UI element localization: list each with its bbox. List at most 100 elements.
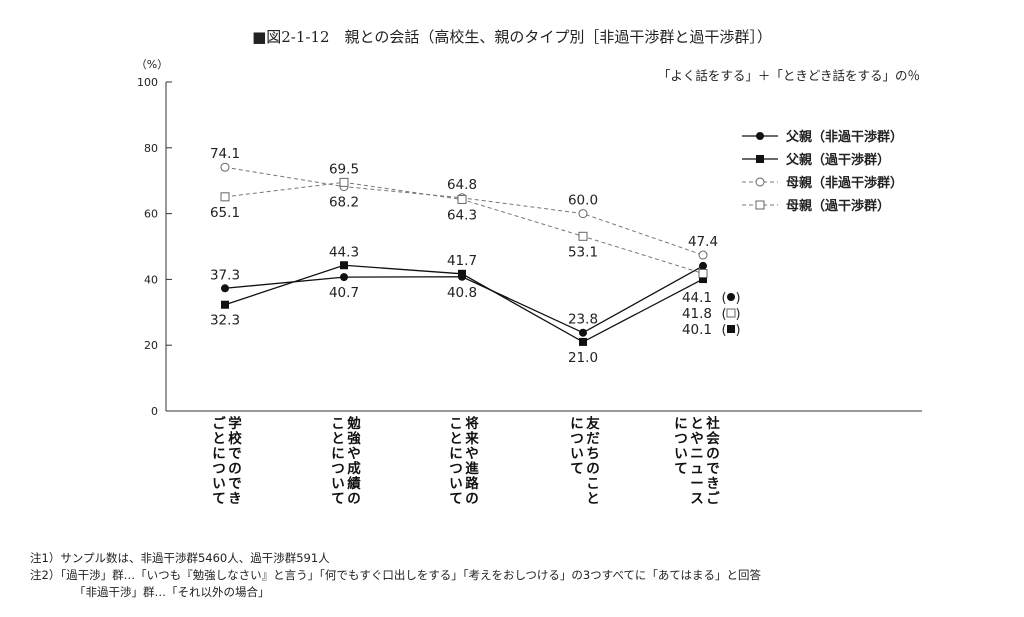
data-point [579, 337, 587, 346]
x-tick-label-char: い [570, 446, 584, 462]
x-tick-label-char: で [228, 446, 242, 462]
footnote-1: 注1）サンプル数は、非過干渉群5460人、過干渉群591人 [30, 551, 330, 565]
x-tick-label-char: 進 [465, 461, 479, 477]
x-tick-label-char: ス [690, 491, 704, 507]
x-tick-label-char: き [706, 476, 720, 492]
y-tick-label: 40 [144, 273, 158, 286]
x-tick-label-char: に [674, 416, 688, 432]
data-point [699, 275, 707, 284]
x-tick-label-char: 友 [586, 415, 600, 432]
data-point [220, 192, 230, 202]
line-chart: 020406080100（%）「よく話をする」＋「ときどき話をする」の％学校での… [136, 58, 922, 507]
x-tick-label-char: つ [212, 461, 226, 477]
data-label: 64.8 [447, 177, 477, 193]
x-tick-label-char: つ [570, 431, 584, 447]
data-label: 69.5 [329, 161, 359, 177]
x-tick-label-char: こ [586, 476, 600, 492]
data-label: 53.1 [568, 244, 598, 260]
x-tick-label-char: や [465, 446, 479, 462]
chart-subtitle: 「よく話をする」＋「ときどき話をする」の％ [658, 68, 920, 83]
data-label: 23.8 [568, 312, 598, 328]
data-label: 64.3 [447, 207, 477, 223]
data-label-bracket: ) [735, 307, 740, 322]
x-tick-label-char: と [331, 431, 345, 447]
data-point [340, 261, 348, 270]
y-axis-unit: （%） [136, 58, 168, 71]
x-tick-label-char: ュ [690, 461, 704, 477]
y-tick-label: 20 [144, 339, 158, 352]
data-label: 44.3 [329, 244, 359, 260]
footnotes: 注1）サンプル数は、非過干渉群5460人、過干渉群591人 注2）「過干渉」群…… [30, 550, 761, 601]
data-point [457, 194, 467, 204]
chart-title: ■図2-1-12 親との会話（高校生、親のタイプ別［非過干渉群と過干渉群］） [252, 28, 772, 46]
data-label: 21.0 [568, 350, 598, 366]
legend-label: 父親（非過干渉群） [785, 129, 903, 145]
data-label: 47.4 [688, 234, 718, 250]
x-tick-label-char: い [449, 476, 463, 492]
data-point [221, 300, 229, 309]
x-tick-label-char: と [586, 491, 600, 507]
x-tick-label-char: ニ [690, 446, 704, 462]
data-label: 40.7 [329, 285, 359, 301]
x-tick-label-char: に [331, 446, 345, 462]
x-tick-label-char: の [347, 491, 361, 507]
data-label: 41.8 [682, 306, 712, 322]
data-point [579, 328, 587, 337]
x-tick-label-char: に [570, 416, 584, 432]
x-tick-label-char: で [706, 461, 720, 477]
data-point [698, 250, 708, 260]
x-tick-label-char: で [228, 476, 242, 492]
data-point [221, 284, 229, 293]
x-tick-label-char: 校 [228, 430, 242, 447]
x-tick-label-char: つ [449, 461, 463, 477]
x-tick-label-char: ー [690, 476, 704, 492]
x-tick-label-char: て [570, 461, 584, 477]
x-tick-label-char: と [212, 431, 226, 447]
data-label-marker [727, 293, 735, 301]
x-tick-label-char: と [449, 431, 463, 447]
data-label-bracket: ) [735, 291, 740, 306]
data-point [699, 261, 707, 270]
x-tick-label-char: に [212, 446, 226, 462]
x-tick-label-char: い [212, 476, 226, 492]
data-label: 37.3 [210, 267, 240, 283]
x-tick-label-char: 勉 [346, 415, 361, 432]
footnote-3: 「非過干渉」群…「それ以外の場合」 [74, 585, 270, 599]
x-tick-label-char: 成 [347, 460, 361, 477]
x-tick-label-char: 強 [347, 430, 361, 447]
x-tick-label-char: ち [586, 446, 600, 462]
x-tick-label-char: こ [449, 416, 463, 432]
x-tick-label-char: や [690, 431, 704, 447]
x-tick-label-char: の [228, 461, 242, 477]
x-tick-label-char: つ [674, 431, 688, 447]
y-tick-label: 60 [144, 208, 158, 221]
y-tick-label: 80 [144, 142, 158, 155]
y-tick-label: 0 [151, 405, 158, 418]
x-tick-label-char: て [331, 491, 345, 507]
data-point [578, 209, 588, 219]
x-tick-label-char: 績 [347, 475, 361, 492]
data-label: 65.1 [210, 205, 240, 221]
x-tick-label-char: と [690, 416, 704, 432]
legend-label: 母親（過干渉群） [786, 198, 890, 214]
data-label: 44.1 [682, 290, 712, 306]
data-label: 40.8 [447, 285, 477, 301]
data-label-bracket: ( [721, 291, 726, 306]
x-tick-label-char: ご [212, 415, 226, 432]
data-point [339, 177, 349, 187]
x-tick-label-char: の [465, 491, 479, 507]
x-tick-label-char: 学 [228, 415, 242, 432]
legend-marker [755, 177, 765, 187]
legend-label: 母親（非過干渉群） [786, 175, 903, 191]
x-tick-label-char: に [449, 446, 463, 462]
x-tick-label-char: て [449, 491, 463, 507]
x-tick-label-char: の [706, 446, 720, 462]
data-label: 68.2 [329, 195, 359, 211]
footnote-2: 注2）「過干渉」群…「いつも『勉強しなさい』と言う」「何でもすぐ口出しをする」「… [30, 568, 761, 582]
legend-marker [756, 132, 764, 140]
x-tick-label-char: 将 [465, 415, 479, 432]
x-tick-label-char: て [212, 491, 226, 507]
y-tick-label: 100 [137, 76, 158, 89]
x-tick-label-char: だ [586, 431, 600, 447]
x-tick-label-char: や [347, 446, 361, 462]
